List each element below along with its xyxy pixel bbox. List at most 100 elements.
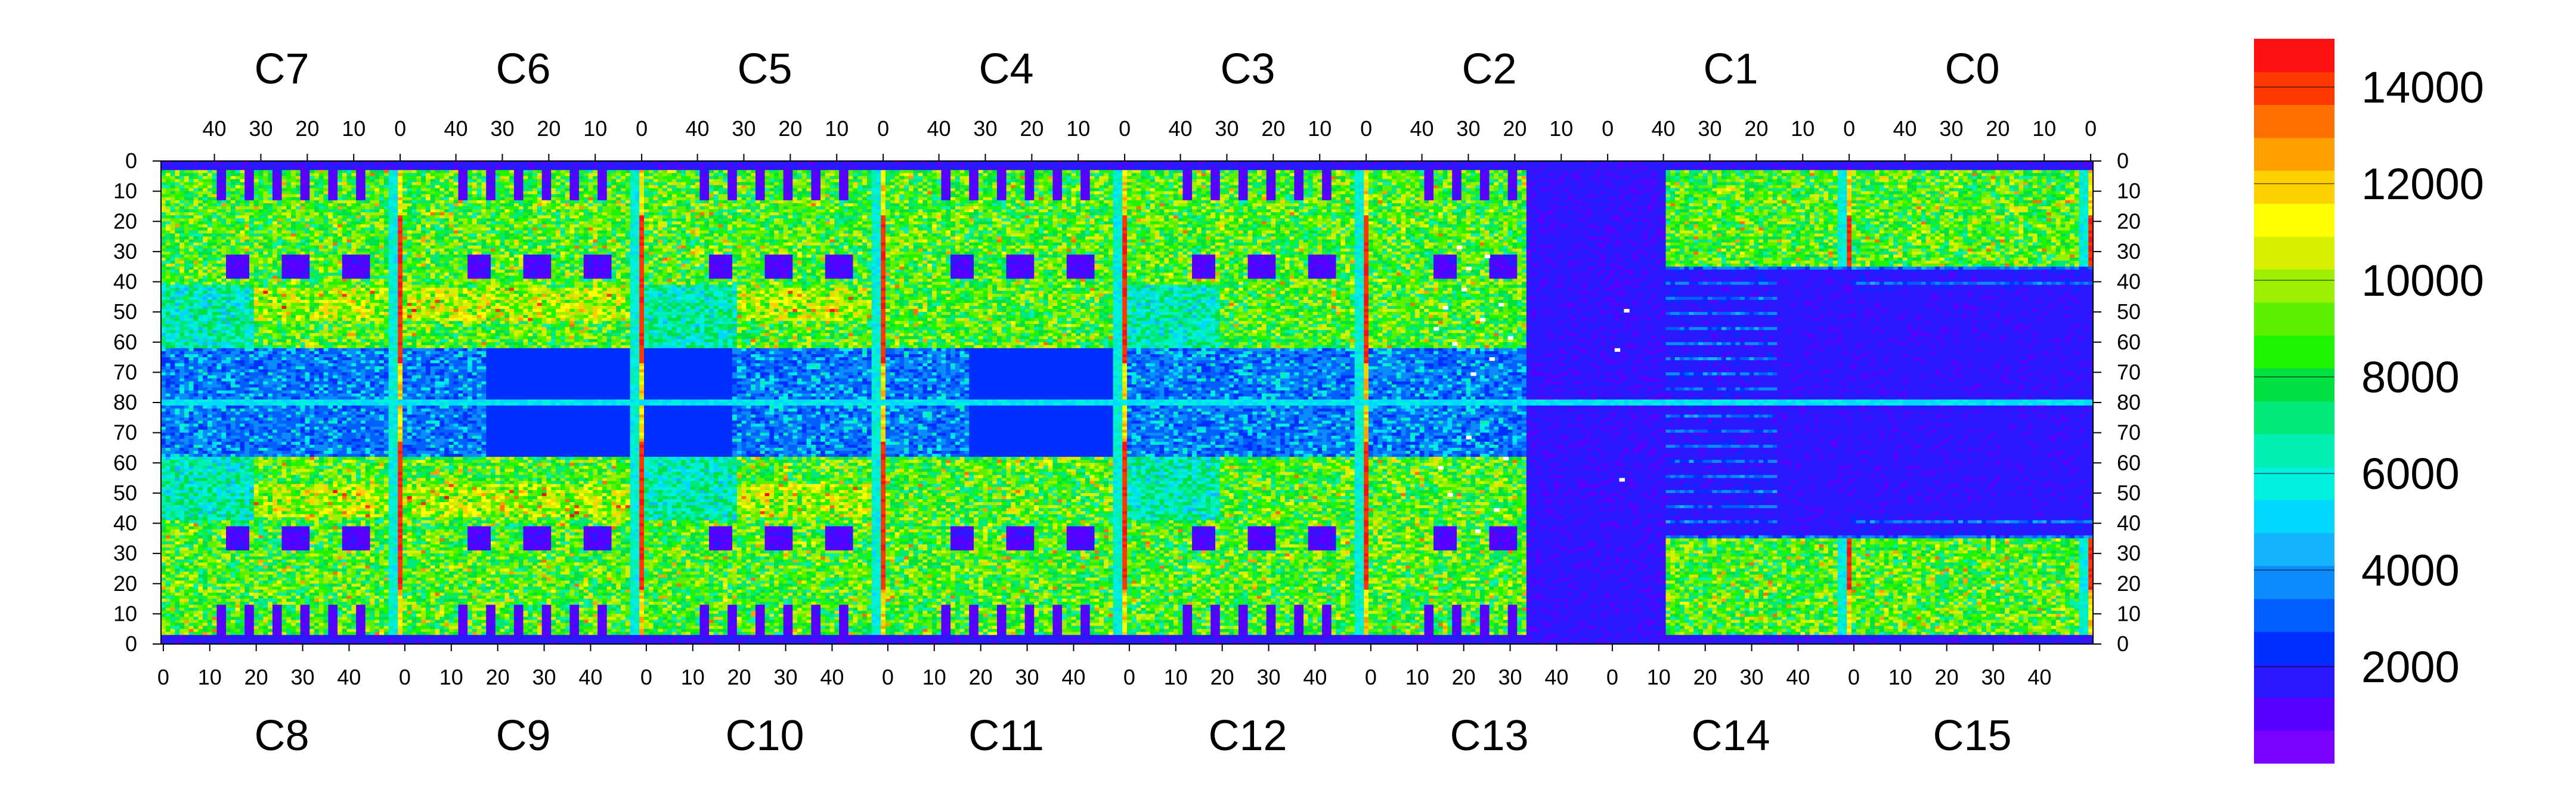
heatmap-cell	[704, 167, 709, 171]
heatmap-cell	[1429, 167, 1433, 171]
heatmap-cell	[402, 170, 407, 174]
heatmap-cell	[1745, 167, 1750, 171]
heatmap-cell	[667, 167, 672, 171]
heatmap-cell	[1187, 167, 1192, 171]
heatmap-cell	[309, 170, 314, 174]
heatmap-cell	[1657, 170, 1661, 174]
heatmap-cell	[1044, 167, 1048, 171]
heatmap-cell	[263, 170, 268, 174]
heatmap-cell	[602, 167, 607, 171]
heatmap-cell	[477, 173, 482, 177]
heatmap-cell	[1587, 170, 1592, 174]
heatmap-cell	[1981, 164, 1986, 168]
heatmap-cell	[579, 173, 584, 177]
heatmap-cell	[2046, 164, 2051, 168]
heatmap-cell	[203, 164, 208, 168]
heatmap-cell	[723, 167, 727, 171]
heatmap-cell	[1958, 167, 1963, 171]
heatmap-cell	[1703, 167, 1708, 171]
heatmap-cell	[542, 167, 547, 171]
heatmap-cell	[853, 167, 857, 171]
heatmap-cell	[1545, 164, 1550, 168]
heatmap-cell	[1104, 170, 1109, 174]
heatmap-cell	[1275, 170, 1280, 174]
heatmap-cell	[1234, 167, 1239, 171]
heatmap-cell	[849, 173, 853, 177]
heatmap-cell	[1290, 170, 1295, 174]
heatmap-cell	[1220, 167, 1225, 171]
heatmap-cell	[932, 164, 937, 168]
heatmap-cell	[1517, 167, 1522, 171]
heatmap-cell	[969, 170, 974, 174]
heatmap-cell	[1949, 170, 1954, 174]
heatmap-cell	[811, 173, 816, 177]
heatmap-cell	[1150, 167, 1155, 171]
heatmap-cell	[816, 164, 821, 168]
heatmap-cell	[1773, 167, 1778, 171]
heatmap-cell	[212, 167, 217, 171]
heatmap-cell	[658, 170, 662, 174]
heatmap-cell	[821, 173, 825, 177]
heatmap-cell	[1378, 167, 1383, 171]
heatmap-cell	[1443, 170, 1448, 174]
heatmap-cell	[1563, 167, 1568, 171]
heatmap-cell	[291, 167, 296, 171]
heatmap-cell	[347, 170, 352, 174]
heatmap-cell	[496, 173, 500, 177]
heatmap-cell	[1438, 167, 1443, 171]
heatmap-cell	[301, 173, 305, 177]
heatmap-cell	[1791, 164, 1796, 168]
heatmap-cell	[1355, 164, 1360, 168]
heatmap-cell	[1340, 170, 1345, 174]
heatmap-cell	[1420, 170, 1425, 174]
heatmap-cell	[862, 173, 867, 177]
heatmap-cell	[621, 170, 626, 174]
heatmap-cell	[821, 164, 825, 168]
heatmap-cell	[2028, 170, 2033, 174]
heatmap-cell	[667, 173, 672, 177]
heatmap-cell	[194, 173, 199, 177]
heatmap-cell	[2070, 170, 2075, 174]
heatmap-cell	[589, 167, 593, 171]
heatmap-cell	[677, 173, 682, 177]
heatmap-cell	[876, 170, 881, 174]
heatmap-cell	[2005, 170, 2010, 174]
heatmap-cell	[528, 173, 532, 177]
heatmap-cell	[909, 164, 914, 168]
heatmap-cells	[161, 161, 2094, 645]
heatmap-cell	[175, 167, 179, 171]
heatmap-cell	[983, 167, 988, 171]
heatmap-cell	[1234, 164, 1239, 168]
heatmap-cell	[1643, 164, 1648, 168]
heatmap-cell	[1048, 167, 1053, 171]
heatmap-cell	[1563, 170, 1568, 174]
heatmap-cell	[1596, 164, 1601, 168]
heatmap-cell	[1122, 170, 1127, 174]
heatmap-cell	[524, 173, 528, 177]
heatmap-cell	[500, 170, 505, 174]
heatmap-cell	[1299, 170, 1304, 174]
heatmap-cell	[589, 173, 593, 177]
heatmap-cell	[867, 167, 872, 171]
heatmap-cell	[589, 164, 593, 168]
heatmap-cell	[273, 173, 277, 177]
heatmap-cell	[1206, 167, 1210, 171]
heatmap-cell	[746, 167, 751, 171]
heatmap-cell	[1447, 167, 1452, 171]
heatmap-cell	[194, 164, 199, 168]
heatmap-cell	[412, 164, 417, 168]
heatmap-cell	[1953, 167, 1958, 171]
heatmap-cell	[979, 173, 983, 177]
heatmap-cell	[1819, 167, 1823, 171]
heatmap-cell	[579, 170, 584, 174]
heatmap-cell	[1317, 164, 1322, 168]
heatmap-cell	[561, 173, 565, 177]
heatmap-cell	[830, 167, 835, 171]
heatmap-cell	[1842, 170, 1847, 174]
heatmap-cell	[681, 170, 686, 174]
heatmap-cell	[1267, 173, 1271, 177]
heatmap-cell	[1935, 167, 1940, 171]
heatmap-cell	[472, 164, 477, 168]
heatmap-cell	[1527, 164, 1531, 168]
heatmap-cell	[955, 170, 960, 174]
